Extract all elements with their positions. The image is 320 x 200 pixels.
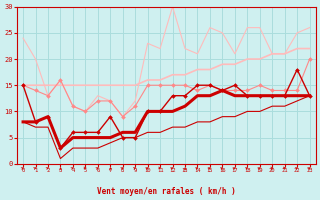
X-axis label: Vent moyen/en rafales ( km/h ): Vent moyen/en rafales ( km/h ) [97, 187, 236, 196]
